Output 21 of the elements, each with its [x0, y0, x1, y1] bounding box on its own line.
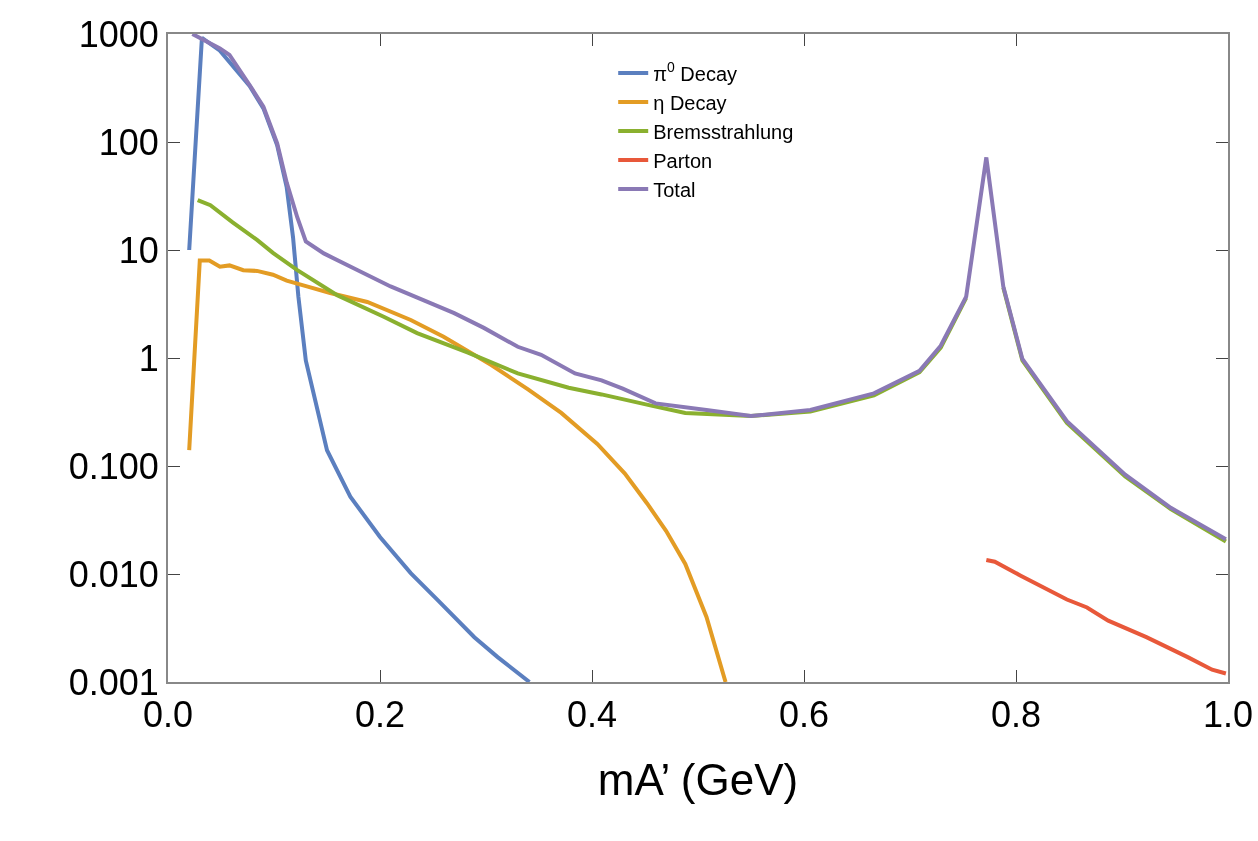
y-tick-label: 0.010: [68, 553, 159, 595]
x-tick-label: 0.0: [142, 694, 194, 736]
x-tick-label: 0.2: [354, 694, 406, 736]
y-tick-label: 1: [138, 337, 159, 379]
x-tick-label: 0.8: [990, 694, 1042, 736]
y-tick-label: 1000: [78, 13, 159, 55]
x-tick-label: 0.4: [566, 694, 618, 736]
y-tick-label: 100: [98, 121, 159, 163]
x-axis-title: mA’ (GeV): [597, 755, 799, 804]
line-series: [190, 34, 1228, 542]
line-series: [187, 258, 728, 682]
line-series: [984, 557, 1228, 676]
legend-label: Total: [653, 178, 696, 201]
legend-label: η Decay: [653, 91, 727, 114]
y-tick-label: 10: [118, 229, 159, 271]
x-tick-label: 0.6: [778, 694, 830, 736]
legend-label: Bremsstrahlung: [653, 120, 794, 143]
x-tick-label: 1.0: [1202, 694, 1254, 736]
y-tick-label: 0.100: [68, 445, 159, 487]
legend-label: π$^{0}$ Decay: [653, 59, 738, 85]
legend-label: Parton: [653, 149, 713, 172]
